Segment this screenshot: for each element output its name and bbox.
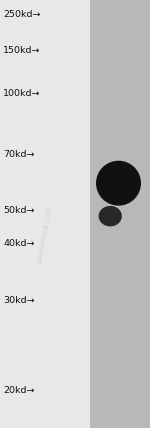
Text: 150kd→: 150kd→ (3, 46, 40, 55)
Text: 20kd→: 20kd→ (3, 386, 34, 395)
Text: 100kd→: 100kd→ (3, 89, 40, 98)
Text: 40kd→: 40kd→ (3, 238, 34, 248)
Bar (90, 0, 150, 428)
Text: 70kd→: 70kd→ (3, 150, 34, 160)
Text: 50kd→: 50kd→ (3, 206, 34, 215)
Ellipse shape (96, 161, 141, 206)
Text: WWW.PTGAB.COM: WWW.PTGAB.COM (38, 207, 52, 264)
Text: 30kd→: 30kd→ (3, 296, 35, 305)
Ellipse shape (99, 206, 122, 226)
Text: 250kd→: 250kd→ (3, 10, 40, 20)
